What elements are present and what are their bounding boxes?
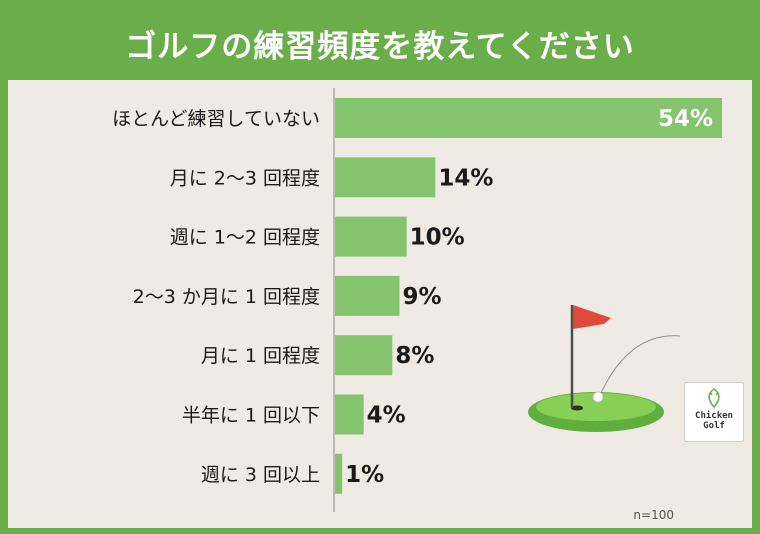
logo-text-chicken: Chicken (695, 411, 733, 421)
data-label: 10% (410, 225, 465, 251)
category-label: 2〜3 か月に 1 回程度 (133, 286, 320, 308)
bar (335, 453, 343, 494)
category-label: 半年に 1 回以下 (182, 405, 320, 427)
red-flag-icon (573, 305, 611, 329)
green-inner-shape (536, 393, 656, 421)
category-label: ほとんど練習していない (112, 108, 320, 130)
chicken-golf-logo: Chicken Golf (684, 382, 744, 442)
category-label: 週に 1〜2 回程度 (170, 227, 320, 249)
category-label: 週に 3 回以上 (201, 464, 320, 486)
category-label: 月に 1 回程度 (201, 345, 320, 367)
data-label: 8% (395, 343, 434, 369)
logo-text-golf: Golf (703, 421, 725, 431)
data-label: 14% (438, 165, 493, 191)
data-label: 9% (403, 284, 442, 310)
golf-ball-icon (592, 391, 604, 403)
bar (335, 216, 407, 257)
cup-hole-icon (571, 405, 583, 411)
ball-trajectory-line (600, 335, 681, 394)
bar-chart: ほとんど練習していない 54% 月に 2〜3 回程度 14% 週に 1〜2 回程度 10%… (112, 88, 722, 512)
sample-size-note: n=100 (633, 508, 674, 522)
bar (335, 335, 393, 376)
chicken-logo-icon (708, 388, 720, 409)
bar (335, 157, 436, 198)
category-label: 月に 2〜3 回程度 (170, 167, 320, 189)
bar (335, 98, 722, 138)
golf-green-illustration (528, 305, 681, 432)
bar (335, 275, 400, 316)
data-label: 1% (345, 462, 384, 488)
data-label: 54% (658, 106, 713, 132)
chart-panel: ほとんど練習していない 54% 月に 2〜3 回程度 14% 週に 1〜2 回程度 10%… (8, 80, 752, 528)
data-label: 4% (367, 403, 406, 429)
bar (335, 394, 364, 435)
page-title: ゴルフの練習頻度を教えてください (125, 28, 635, 65)
